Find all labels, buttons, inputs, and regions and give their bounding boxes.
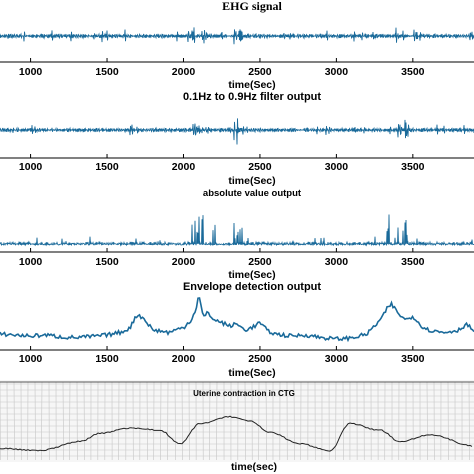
- panel-title: absolute value output: [203, 188, 302, 199]
- x-tick-label: 2500: [248, 256, 272, 268]
- signal-line: [0, 27, 474, 45]
- x-tick-label: 3500: [401, 66, 425, 78]
- tick-labels: 1000 1500 2000 2500 3000 3500: [19, 346, 425, 365]
- x-tick-label: 2500: [248, 161, 272, 173]
- signals: [0, 27, 474, 452]
- ctg-grid: [0, 381, 474, 461]
- panel-title: Envelope detection output: [183, 281, 321, 293]
- x-axis-label: time(Sec): [228, 175, 275, 187]
- ctg-trace-line: [0, 415, 473, 452]
- x-tick-label: 1500: [95, 161, 119, 173]
- x-tick-label: 1000: [19, 256, 43, 268]
- x-tick-label: 2000: [172, 161, 196, 173]
- panel-filter: 0.1Hz to 0.9Hz filter output 1000 1500 200…: [19, 91, 425, 187]
- panel-envelope: Envelope detection output 1000 1500 2000 25…: [19, 281, 425, 379]
- x-axis-label: time(Sec): [228, 269, 275, 281]
- x-tick-label: 3500: [401, 353, 425, 365]
- tick-labels: 1000 1500 2000 2500 3000 3500: [19, 58, 425, 78]
- x-tick-label: 2000: [172, 256, 196, 268]
- panel-ehg: EHG signal 1000 1500 2000 2500 3000 3500 time…: [19, 0, 425, 91]
- x-tick-label: 1500: [95, 66, 119, 78]
- tick-labels: 1000 1500 2000 2500 3000 3500: [19, 248, 425, 268]
- x-tick-label: 3000: [325, 353, 349, 365]
- signal-line: [0, 118, 474, 145]
- x-tick-label: 3500: [401, 161, 425, 173]
- ctg-paper: [0, 380, 474, 462]
- x-tick-label: 3000: [325, 66, 349, 78]
- tick-labels: 1000 1500 2000 2500 3000 3500: [19, 154, 425, 173]
- x-tick-label: 1000: [19, 353, 43, 365]
- signal-line: [0, 297, 474, 343]
- x-tick-label: 2500: [248, 353, 272, 365]
- x-axis-label: time(Sec): [228, 79, 275, 91]
- x-tick-label: 2000: [172, 353, 196, 365]
- x-tick-label: 2500: [248, 66, 272, 78]
- x-tick-label: 3500: [401, 256, 425, 268]
- x-tick-label: 2000: [172, 66, 196, 78]
- panel-title: 0.1Hz to 0.9Hz filter output: [183, 91, 321, 103]
- x-tick-label: 1500: [95, 256, 119, 268]
- x-axis-label: time(sec): [231, 461, 277, 473]
- x-axis-label: time(Sec): [228, 367, 275, 379]
- signal-line: [0, 214, 474, 247]
- x-tick-label: 1000: [19, 66, 43, 78]
- x-tick-label: 3000: [325, 161, 349, 173]
- panel-ctg: Uterine contraction in CTG time(sec): [0, 380, 474, 473]
- x-tick-label: 1500: [95, 353, 119, 365]
- x-tick-label: 3000: [325, 256, 349, 268]
- panel-title: EHG signal: [222, 0, 282, 13]
- x-tick-label: 1000: [19, 161, 43, 173]
- panel-title: Uterine contraction in CTG: [193, 389, 295, 398]
- panel-absolute: absolute value output 1000 1500 2000 2500 30…: [19, 188, 425, 281]
